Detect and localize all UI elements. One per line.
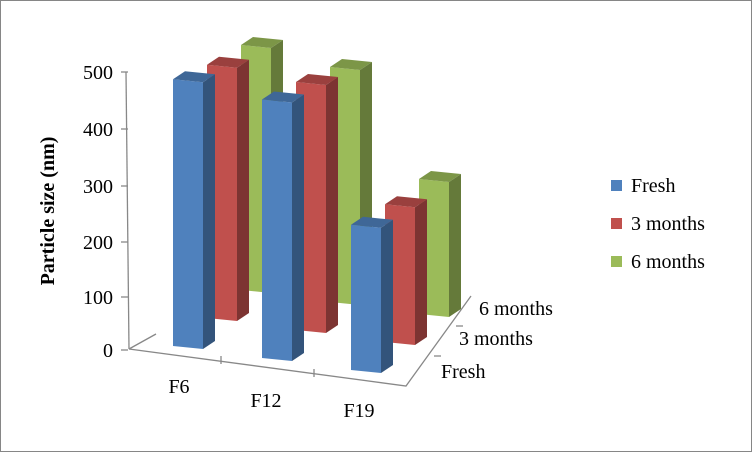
bar-F6-fresh: [173, 71, 215, 349]
category-label: F12: [250, 390, 281, 412]
bar-F12-fresh: [262, 91, 304, 361]
bar-F19-fresh: [351, 216, 393, 373]
bar-top: [262, 91, 304, 103]
legend-swatch: [611, 256, 622, 267]
legend-swatch: [611, 218, 622, 229]
y-axis-label: Particle size (nm): [37, 137, 59, 286]
y-tick-label: 200: [83, 232, 113, 254]
axes: [121, 71, 472, 387]
legend-label: 6 months: [631, 251, 705, 273]
legend-label: 3 months: [631, 213, 705, 235]
labels: 0 100 200 300 400 500 F6 F12 F19 Fresh 3 months 6 m…: [83, 62, 553, 422]
bar-front: [351, 224, 381, 373]
bar-side: [449, 174, 461, 317]
bar-side: [326, 76, 338, 334]
y-axis-line: [125, 71, 130, 350]
y-tick-label: 300: [83, 176, 113, 198]
bar-side: [203, 74, 215, 349]
legend-label: Fresh: [631, 175, 675, 197]
floor-left-edge: [128, 333, 157, 350]
bar-top: [241, 37, 283, 48]
y-tick-label: 500: [83, 62, 113, 84]
bar-top: [330, 59, 372, 70]
legend-swatch: [611, 180, 622, 191]
y-tick-label: 0: [103, 340, 113, 362]
depth-label: 3 months: [459, 328, 533, 350]
bar-top: [207, 56, 249, 68]
category-label: F19: [343, 400, 374, 422]
bar-side: [381, 219, 393, 373]
depth-label: 6 months: [479, 298, 553, 320]
bar-top: [296, 73, 338, 85]
y-tick-label: 400: [83, 119, 113, 141]
category-label: F6: [168, 376, 189, 398]
bar-side: [415, 199, 427, 345]
bar-top: [351, 216, 393, 228]
bar-top: [419, 171, 461, 182]
legend: Fresh 3 months 6 months: [611, 175, 705, 273]
bar-side: [237, 59, 249, 321]
bar-top: [173, 71, 215, 83]
bar-front: [173, 79, 203, 349]
bar-top: [385, 196, 427, 208]
bars: [173, 37, 461, 373]
depth-label: Fresh: [441, 361, 485, 383]
y-tick-label: 100: [83, 287, 113, 309]
bar-side: [292, 94, 304, 361]
bar-front: [262, 99, 292, 361]
